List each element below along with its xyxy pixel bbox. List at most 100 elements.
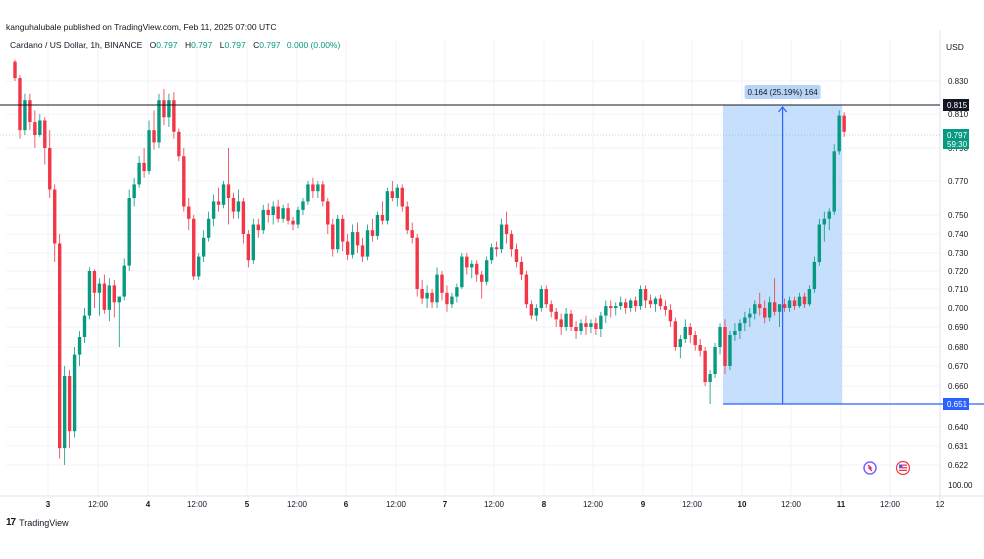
candle-body bbox=[733, 331, 737, 335]
candle-body bbox=[340, 218, 345, 242]
time-tick: 12 bbox=[936, 500, 945, 509]
resistance-tag bbox=[943, 99, 969, 111]
candle-body bbox=[604, 306, 608, 316]
candle-body bbox=[57, 243, 62, 449]
time-tick: 4 bbox=[146, 500, 151, 509]
candle-body bbox=[643, 289, 648, 301]
price-axis[interactable]: 0.8300.8100.7900.7700.7500.7400.7300.720… bbox=[943, 77, 973, 490]
price-range-tool[interactable]: 0.164 (25.19%) 164 bbox=[722, 85, 984, 405]
candle-body bbox=[350, 232, 355, 255]
range-label: 0.164 (25.19%) 164 bbox=[747, 88, 818, 97]
candle-body bbox=[201, 237, 206, 257]
candle-body bbox=[360, 245, 365, 257]
range-low-tag bbox=[943, 398, 969, 410]
candle-body bbox=[837, 115, 841, 152]
candle-body bbox=[18, 78, 22, 131]
time-tick: 5 bbox=[245, 500, 250, 509]
candle-body bbox=[430, 292, 434, 303]
high-value: 0.797 bbox=[191, 40, 213, 50]
candle-body bbox=[763, 308, 767, 318]
candle-body bbox=[529, 304, 534, 316]
candle-body bbox=[609, 306, 613, 308]
candle-body bbox=[504, 224, 509, 234]
price-lines bbox=[0, 104, 940, 136]
open-key: O bbox=[149, 40, 157, 50]
brand-name: TradingView bbox=[19, 517, 69, 528]
candle-body bbox=[842, 115, 846, 132]
events-icon[interactable] bbox=[863, 461, 877, 475]
candle-body bbox=[326, 201, 330, 225]
candle-body bbox=[812, 262, 817, 289]
price-tick: 0.631 bbox=[948, 442, 969, 451]
candle-body bbox=[708, 374, 712, 382]
symbol-title[interactable]: Cardano / US Dollar, 1h, BINANCE bbox=[10, 40, 143, 50]
tradingview-brand[interactable]: 17 TradingView bbox=[6, 517, 69, 528]
chart-icons bbox=[863, 460, 911, 476]
candle-body bbox=[748, 313, 752, 318]
price-tick: 0.640 bbox=[948, 423, 969, 432]
price-tick: 0.710 bbox=[948, 285, 969, 294]
candle-body bbox=[584, 323, 588, 327]
candle-body bbox=[579, 323, 583, 331]
candle-body bbox=[162, 100, 166, 118]
candle-body bbox=[703, 350, 707, 382]
candle-body bbox=[614, 306, 618, 308]
candle-body bbox=[663, 306, 668, 310]
candle-body bbox=[499, 224, 504, 250]
candle-body bbox=[336, 218, 340, 250]
candle-body bbox=[455, 287, 459, 297]
range-low-tag-label: 0.651 bbox=[947, 400, 968, 409]
time-tick: 6 bbox=[344, 500, 349, 509]
close-key: C bbox=[253, 40, 260, 50]
candle-body bbox=[226, 184, 231, 198]
candle-body bbox=[589, 323, 593, 327]
candle-body bbox=[142, 162, 146, 172]
candle-body bbox=[623, 302, 628, 308]
time-tick: 12:00 bbox=[583, 500, 604, 509]
candle-body bbox=[261, 209, 265, 231]
us-flag-icon[interactable] bbox=[895, 460, 911, 476]
time-axis[interactable]: 3 12:00 4 12:00 5 12:00 6 12:00 7 12:00 8 12:00 9 12:… bbox=[46, 500, 945, 509]
candle-body bbox=[782, 304, 787, 308]
candle-body bbox=[127, 198, 131, 266]
price-tick: 0.700 bbox=[948, 304, 969, 313]
candle-body bbox=[484, 260, 489, 282]
candle-body bbox=[678, 339, 683, 347]
candle-body bbox=[534, 308, 539, 316]
currency-label[interactable]: USD bbox=[946, 42, 964, 52]
candle-body bbox=[82, 315, 87, 337]
candle-body bbox=[544, 289, 548, 305]
candle-body bbox=[271, 206, 275, 215]
candle-body bbox=[832, 151, 836, 212]
last-price-tag bbox=[943, 129, 969, 149]
candle-body bbox=[107, 285, 112, 310]
candle-body bbox=[177, 131, 181, 157]
candle-body bbox=[43, 120, 47, 148]
candle-body bbox=[628, 300, 633, 308]
candle-body bbox=[132, 184, 136, 198]
time-tick: 10 bbox=[738, 500, 747, 509]
candle-body bbox=[638, 289, 643, 307]
candle-body bbox=[206, 218, 211, 238]
candle-body bbox=[574, 327, 578, 331]
time-tick: 7 bbox=[443, 500, 448, 509]
candle-body bbox=[72, 354, 77, 432]
candle-body bbox=[648, 300, 653, 305]
candle-body bbox=[53, 189, 57, 244]
price-tick: 0.660 bbox=[948, 382, 969, 391]
time-tick: 12:00 bbox=[781, 500, 802, 509]
candle-body bbox=[514, 249, 519, 262]
time-tick: 8 bbox=[542, 500, 547, 509]
candle-body bbox=[728, 335, 732, 366]
candle-body bbox=[187, 206, 191, 219]
candle-body bbox=[807, 289, 812, 305]
time-tick: 12:00 bbox=[187, 500, 208, 509]
candle-body bbox=[182, 156, 186, 207]
candle-body bbox=[370, 230, 375, 236]
price-tick: 0.730 bbox=[948, 249, 969, 258]
price-tick: 0.720 bbox=[948, 267, 969, 276]
candle-body bbox=[23, 100, 27, 131]
candle-body bbox=[117, 296, 121, 303]
candle-body bbox=[673, 321, 678, 347]
